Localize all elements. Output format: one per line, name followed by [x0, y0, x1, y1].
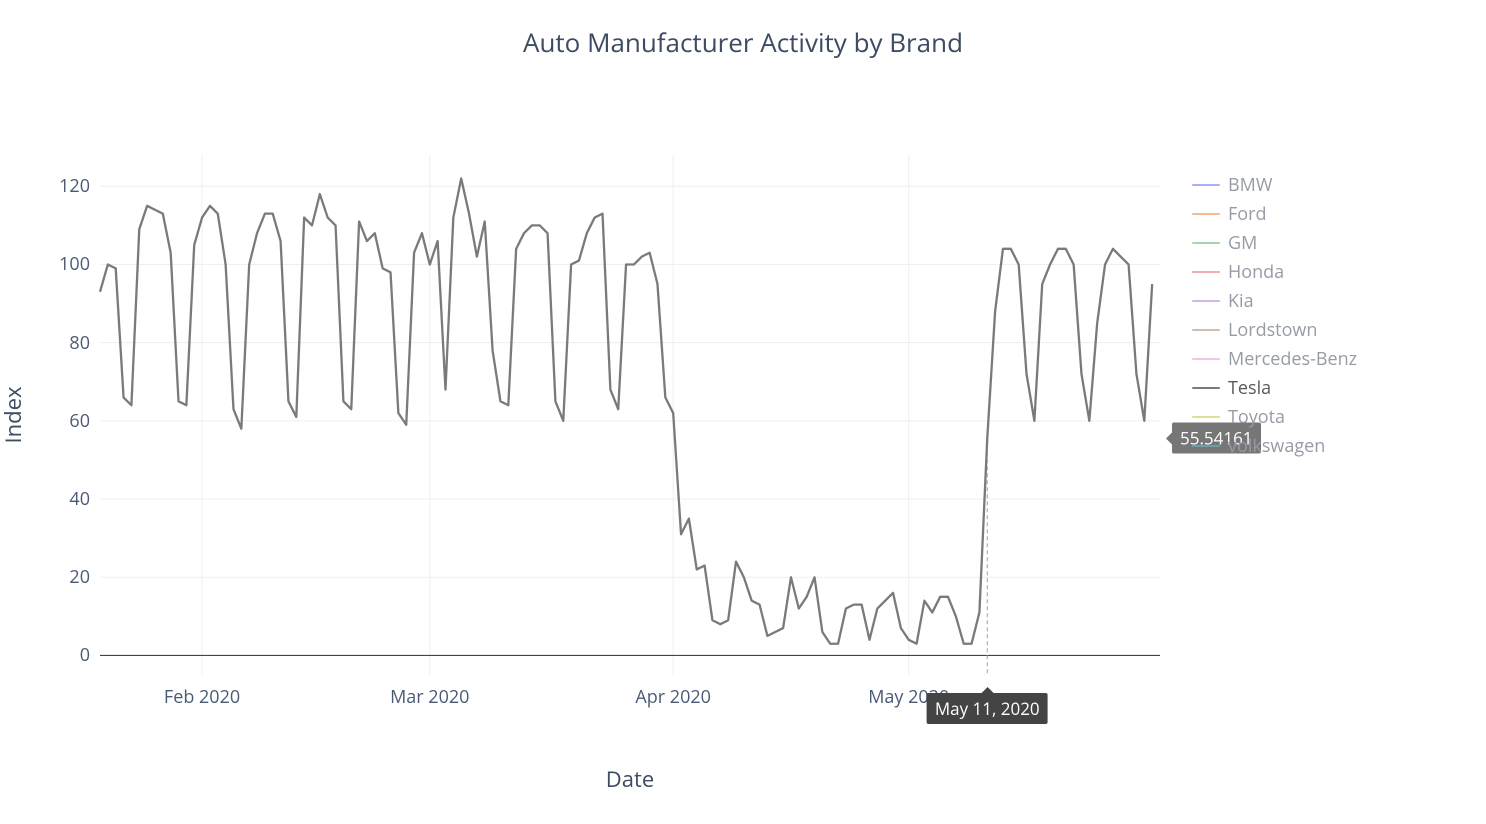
y-tick-label: 0: [80, 643, 100, 667]
legend-swatch: [1192, 242, 1220, 244]
legend-label: Toyota: [1228, 405, 1285, 429]
legend-item-honda[interactable]: Honda: [1192, 257, 1357, 286]
legend-swatch: [1192, 271, 1220, 273]
chart-root: Auto Manufacturer Activity by Brand Inde…: [0, 0, 1486, 824]
legend-label: GM: [1228, 231, 1257, 255]
legend-swatch: [1192, 387, 1220, 389]
legend-swatch: [1192, 213, 1220, 215]
y-tick-label: 20: [69, 565, 100, 589]
x-axis-title: Date: [606, 764, 654, 794]
legend-item-tesla[interactable]: Tesla: [1192, 373, 1357, 402]
hover-x-value: May 11, 2020: [935, 697, 1040, 720]
legend: BMW Ford GM Honda Kia Lordstown Mercedes-Benz T…: [1192, 170, 1357, 460]
y-tick-label: 80: [69, 331, 100, 355]
plot-svg: [100, 155, 1160, 675]
legend-label: Lordstown: [1228, 318, 1317, 342]
legend-swatch: [1192, 445, 1220, 447]
y-axis-title: Index: [0, 387, 28, 444]
legend-item-volkswagen[interactable]: volkswagen: [1192, 431, 1357, 460]
legend-swatch: [1192, 416, 1220, 418]
legend-label: Tesla: [1228, 376, 1271, 400]
legend-item-gm[interactable]: GM: [1192, 228, 1357, 257]
legend-swatch: [1192, 300, 1220, 302]
legend-label: Kia: [1228, 289, 1254, 313]
x-tick-label: Mar 2020: [390, 675, 469, 709]
legend-item-bmw[interactable]: BMW: [1192, 170, 1357, 199]
legend-swatch: [1192, 358, 1220, 360]
legend-item-mercedes-benz[interactable]: Mercedes-Benz: [1192, 344, 1357, 373]
legend-label: BMW: [1228, 173, 1272, 197]
legend-swatch: [1192, 184, 1220, 186]
legend-swatch: [1192, 329, 1220, 331]
legend-item-kia[interactable]: Kia: [1192, 286, 1357, 315]
legend-label: volkswagen: [1228, 434, 1325, 458]
y-tick-label: 120: [59, 174, 100, 198]
y-tick-label: 60: [69, 409, 100, 433]
legend-label: Mercedes-Benz: [1228, 347, 1357, 371]
legend-label: Honda: [1228, 260, 1284, 284]
x-tick-label: Feb 2020: [164, 675, 240, 709]
legend-item-lordstown[interactable]: Lordstown: [1192, 315, 1357, 344]
y-tick-label: 100: [59, 252, 100, 276]
legend-item-ford[interactable]: Ford: [1192, 199, 1357, 228]
legend-label: Ford: [1228, 202, 1267, 226]
y-tick-label: 40: [69, 487, 100, 511]
x-tick-label: Apr 2020: [635, 675, 711, 709]
legend-item-toyota[interactable]: Toyota: [1192, 402, 1357, 431]
hover-x-label: May 11, 2020: [927, 693, 1048, 724]
chart-title: Auto Manufacturer Activity by Brand: [0, 24, 1486, 60]
plot-area[interactable]: 020406080100120 Feb 2020Mar 2020Apr 2020…: [100, 155, 1160, 675]
